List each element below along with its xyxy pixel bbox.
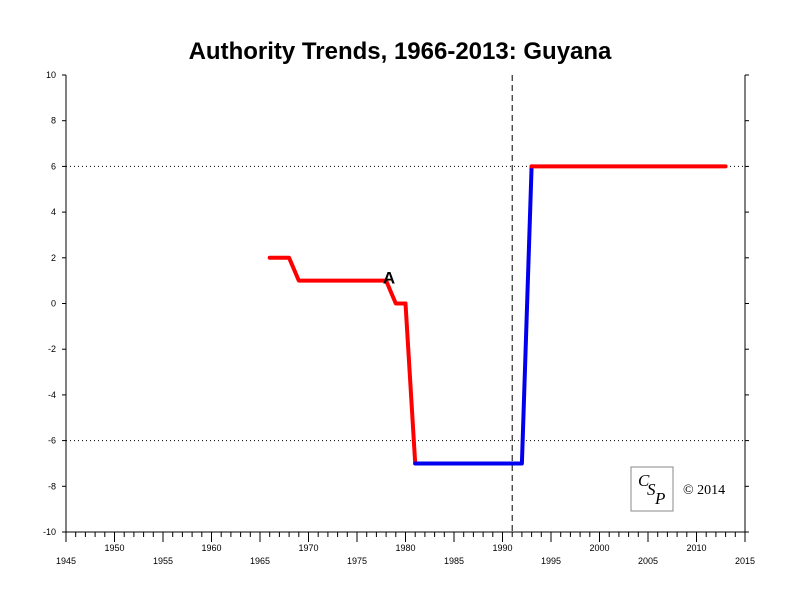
y-tick-label: -6 <box>48 436 56 446</box>
x-tick-label-lower: 2015 <box>735 556 755 566</box>
y-tick-label: 8 <box>51 116 56 126</box>
logo-frame <box>630 466 674 512</box>
series-line <box>413 164 534 466</box>
annotation-label: A <box>383 269 395 288</box>
y-tick-label: 0 <box>51 299 56 309</box>
x-tick-label-upper: 2010 <box>686 543 706 553</box>
y-tick-label: -10 <box>43 527 56 537</box>
annotations-layer: A <box>383 269 395 288</box>
y-tick-label: 4 <box>51 207 56 217</box>
x-tick-label-lower: 1975 <box>347 556 367 566</box>
x-tick-label-upper: 1970 <box>298 543 318 553</box>
chart-title: Authority Trends, 1966-2013: Guyana <box>189 38 612 65</box>
csp-logo: C S P <box>630 466 674 512</box>
y-tick-label: 6 <box>51 161 56 171</box>
ticks-layer: 10 8 6 4 2 0 -2 -4 -6 -8 -10 1950 1960 1970 1980 1990 20… <box>43 70 755 566</box>
y-tick-label: -8 <box>48 481 56 491</box>
y-tick-label: -2 <box>48 344 56 354</box>
x-tick-label-upper: 1960 <box>201 543 221 553</box>
x-tick-label-lower: 1965 <box>250 556 270 566</box>
y-tick-label: 2 <box>51 253 56 263</box>
x-tick-label-lower: 1955 <box>153 556 173 566</box>
x-tick-label-upper: 2000 <box>589 543 609 553</box>
logo-letter-p: P <box>654 489 665 508</box>
series-line <box>403 301 418 466</box>
x-tick-label-upper: 1980 <box>395 543 415 553</box>
x-tick-label-upper: 1990 <box>492 543 512 553</box>
logo-letter-c: C <box>638 471 650 490</box>
logo-letter-s: S <box>647 480 656 499</box>
x-tick-label-upper: 1950 <box>104 543 124 553</box>
series-layer <box>267 164 728 466</box>
x-tick-label-lower: 2005 <box>638 556 658 566</box>
x-tick-label-lower: 1985 <box>444 556 464 566</box>
x-tick-label-lower: 1945 <box>56 556 76 566</box>
y-tick-label: 10 <box>46 70 56 80</box>
x-tick-label-lower: 1995 <box>541 556 561 566</box>
y-tick-label: -4 <box>48 390 56 400</box>
series-line <box>267 255 408 306</box>
copyright-text: © 2014 <box>683 483 725 498</box>
reference-lines <box>66 75 745 532</box>
